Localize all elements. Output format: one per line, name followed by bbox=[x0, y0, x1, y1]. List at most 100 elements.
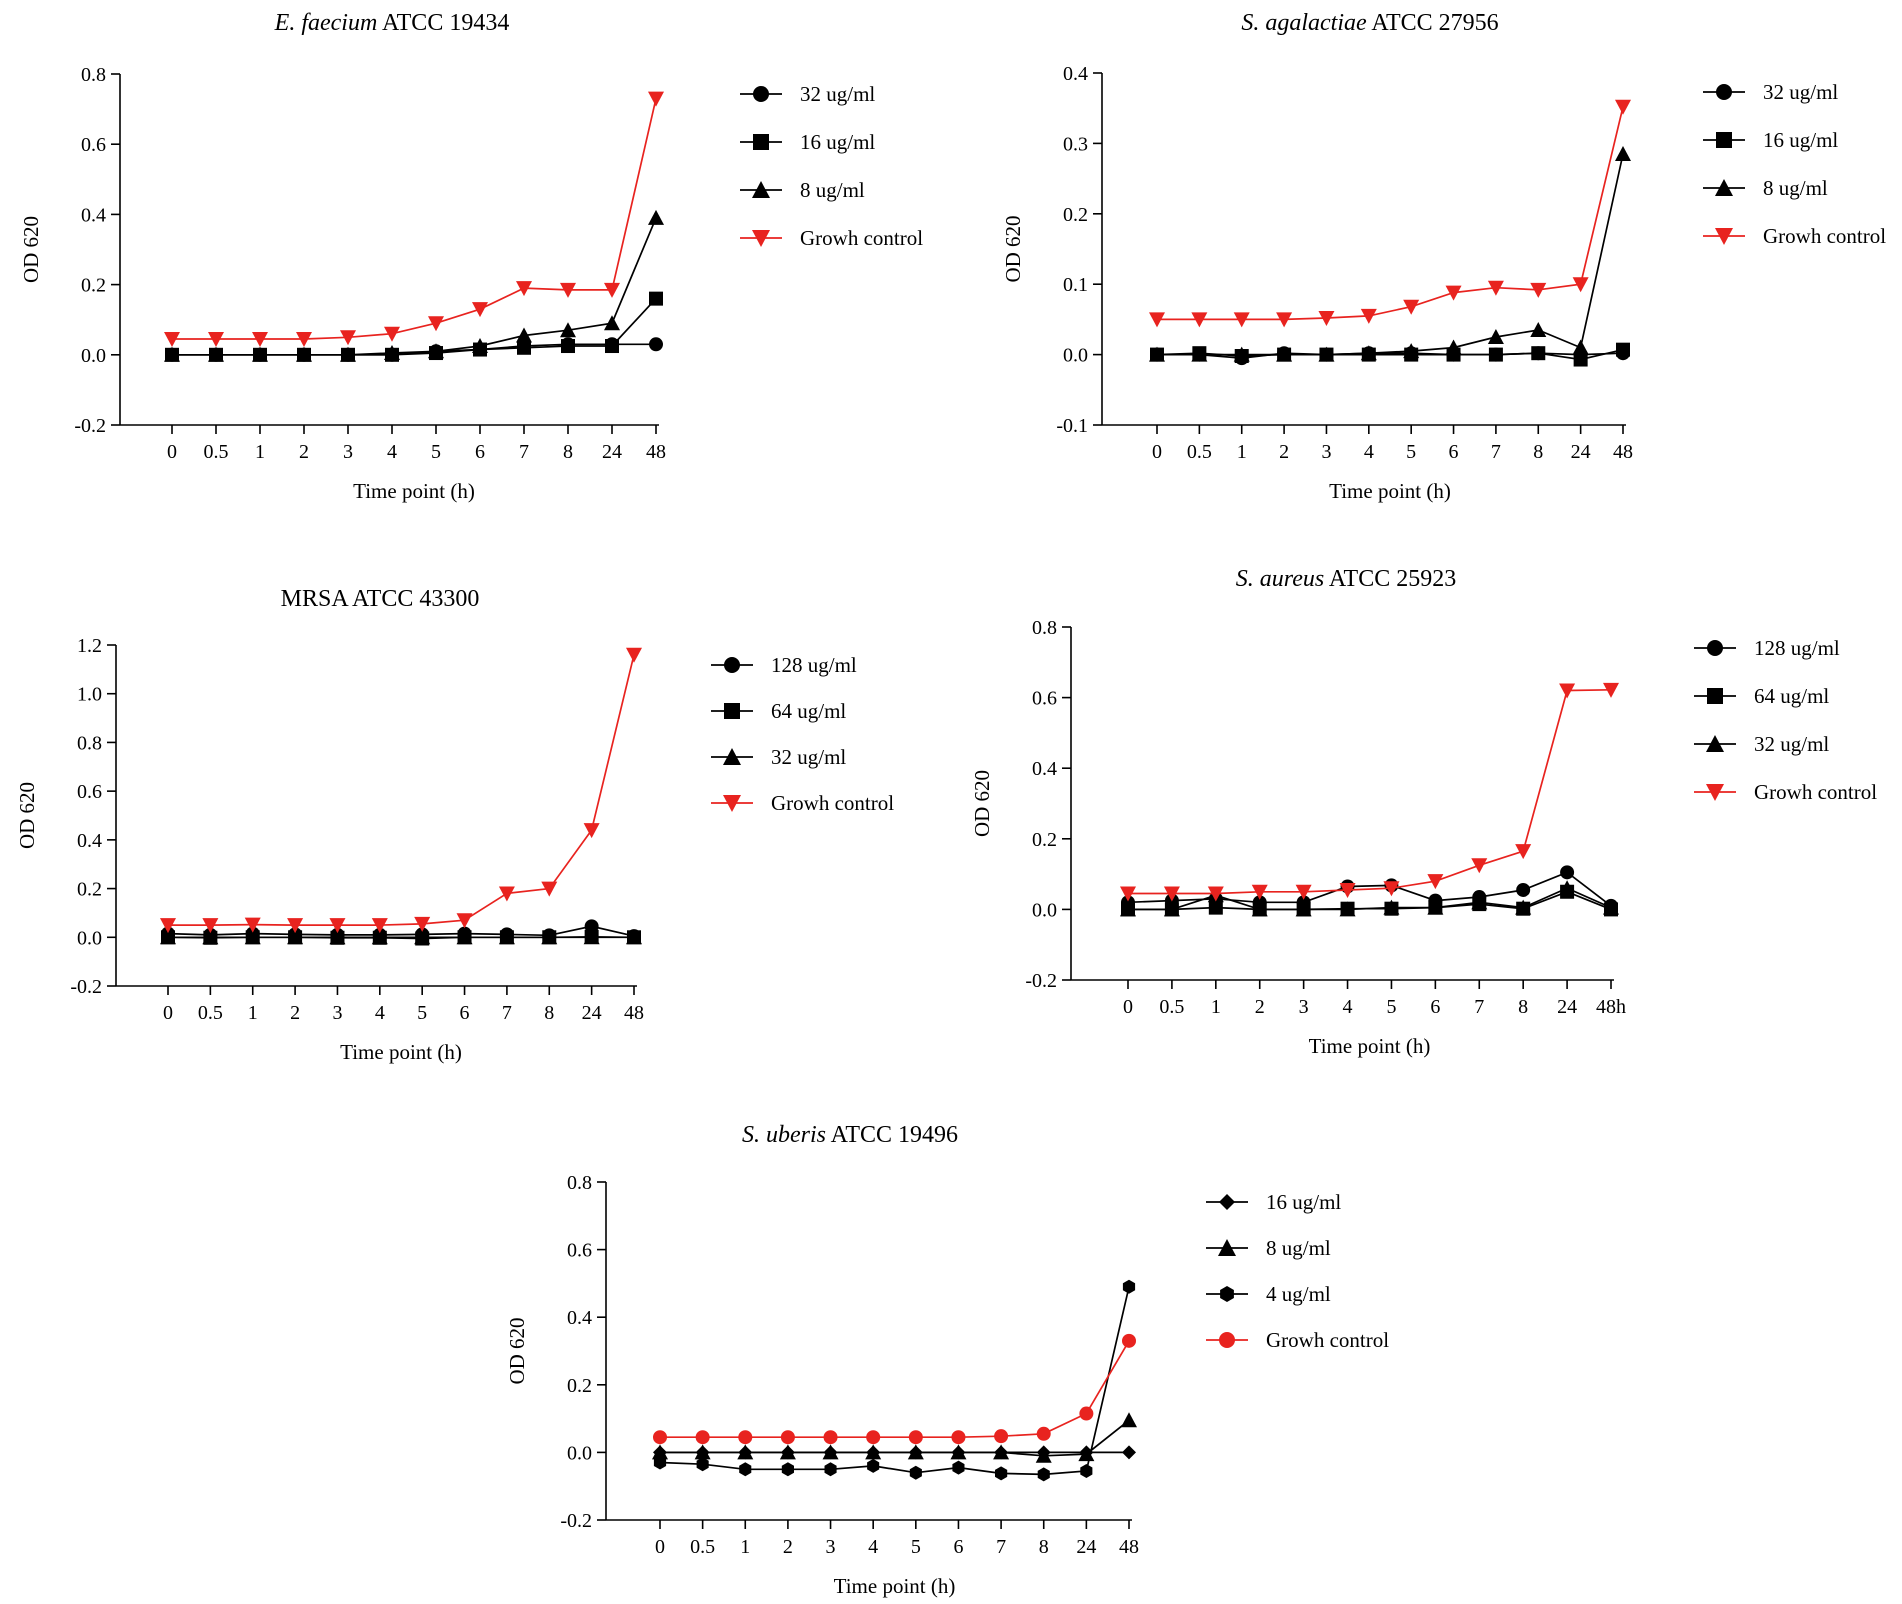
data-point bbox=[1120, 886, 1136, 902]
y-tick-label: 0.8 bbox=[81, 64, 106, 86]
data-point bbox=[208, 346, 224, 362]
data-point bbox=[1559, 683, 1576, 699]
x-tick-label: 0.5 bbox=[690, 1536, 715, 1558]
data-point bbox=[1121, 1412, 1137, 1428]
data-point bbox=[780, 1430, 795, 1445]
y-tick-label: 0.2 bbox=[1063, 204, 1088, 226]
y-tick-label: 0.4 bbox=[77, 830, 102, 852]
y-tick-label: 0.1 bbox=[1063, 274, 1088, 296]
data-point bbox=[649, 291, 663, 306]
legend-item: 16 ug/ml bbox=[1703, 128, 1838, 152]
y-tick-label: 0.0 bbox=[77, 927, 102, 949]
data-point bbox=[1616, 342, 1630, 357]
data-point bbox=[907, 1444, 924, 1460]
x-tick-label: 6 bbox=[460, 1002, 470, 1024]
data-point bbox=[1122, 1333, 1136, 1348]
y-axis-label: OD 620 bbox=[15, 782, 39, 849]
legend-label: 8 ug/ml bbox=[800, 178, 865, 202]
legend-item: 32 ug/ml bbox=[740, 82, 875, 106]
legend-marker bbox=[1716, 132, 1732, 148]
y-tick-label: 0.6 bbox=[1032, 688, 1057, 710]
x-tick-label: 2 bbox=[1279, 441, 1289, 463]
legend-marker bbox=[1707, 640, 1723, 656]
data-point bbox=[1360, 345, 1377, 361]
x-tick-label: 1 bbox=[1211, 996, 1221, 1018]
series-line bbox=[172, 98, 657, 340]
x-tick-label: 7 bbox=[519, 441, 529, 463]
chart-title-rest: ATCC 19434 bbox=[377, 10, 509, 36]
x-tick-label: 2 bbox=[299, 441, 309, 463]
x-tick-label: 8 bbox=[1039, 1536, 1049, 1558]
x-tick-label: 3 bbox=[826, 1536, 836, 1558]
data-point bbox=[1318, 310, 1335, 326]
data-point bbox=[1149, 312, 1165, 328]
data-point bbox=[653, 1430, 667, 1445]
y-tick-label: -0.2 bbox=[1025, 970, 1057, 992]
data-point bbox=[287, 929, 304, 945]
data-point bbox=[652, 1444, 668, 1460]
y-tick-label: -0.1 bbox=[1056, 415, 1088, 437]
data-point bbox=[560, 322, 576, 338]
data-point bbox=[604, 315, 620, 331]
x-axis-label: Time point (h) bbox=[353, 479, 475, 503]
data-point bbox=[995, 1466, 1008, 1481]
legend-item: Growh control bbox=[740, 226, 923, 250]
data-point bbox=[1276, 312, 1293, 328]
x-tick-label: 8 bbox=[563, 441, 573, 463]
y-tick-label: -0.2 bbox=[74, 415, 106, 437]
data-point bbox=[1427, 899, 1444, 915]
y-axis-label: OD 620 bbox=[970, 770, 994, 837]
data-point bbox=[737, 1444, 754, 1460]
x-tick-label: 1 bbox=[1237, 441, 1247, 463]
data-point bbox=[244, 917, 261, 933]
data-point bbox=[384, 326, 400, 342]
data-point bbox=[1122, 1445, 1136, 1460]
data-point bbox=[867, 1458, 880, 1473]
data-point bbox=[605, 339, 619, 354]
legend-item: 32 ug/ml bbox=[711, 745, 846, 769]
series-4 bbox=[160, 647, 642, 934]
x-tick-label: 48 bbox=[1119, 1536, 1139, 1558]
data-point bbox=[823, 1430, 838, 1445]
data-point bbox=[1163, 901, 1180, 917]
x-tick-label: 1 bbox=[740, 1536, 750, 1558]
legend-marker bbox=[1707, 688, 1723, 704]
legend-item: 16 ug/ml bbox=[740, 130, 875, 154]
data-point bbox=[1471, 858, 1488, 874]
x-tick-label: 3 bbox=[1299, 996, 1309, 1018]
y-tick-label: 0.8 bbox=[1032, 617, 1057, 639]
x-tick-label: 3 bbox=[343, 441, 353, 463]
data-point bbox=[604, 282, 620, 298]
data-point bbox=[1487, 280, 1504, 296]
x-tick-label: 48 bbox=[1613, 441, 1633, 463]
y-tick-label: 0.2 bbox=[77, 879, 102, 901]
x-tick-label: 0 bbox=[1152, 441, 1162, 463]
data-point bbox=[1531, 346, 1546, 361]
data-point bbox=[653, 1455, 667, 1470]
x-tick-label: 24 bbox=[1557, 996, 1577, 1018]
data-point bbox=[414, 929, 431, 945]
x-tick-label: 5 bbox=[1386, 996, 1396, 1018]
data-point bbox=[1080, 1464, 1093, 1478]
data-point bbox=[1251, 884, 1268, 900]
legend-item: Growh control bbox=[711, 791, 894, 815]
chart-1: E. faecium ATCC 19434 -0.2 0.0 0.2 0.4 0.6 0.8… bbox=[19, 10, 923, 503]
data-point bbox=[1122, 1279, 1136, 1294]
chart-title-rest: MRSA ATCC 43300 bbox=[281, 586, 480, 612]
series-4 bbox=[164, 91, 664, 348]
x-tick-label: 8 bbox=[1518, 996, 1528, 1018]
legend-item: 8 ug/ml bbox=[1703, 176, 1828, 200]
data-point bbox=[1318, 346, 1335, 362]
data-point bbox=[1036, 1426, 1051, 1441]
data-point bbox=[1035, 1447, 1052, 1463]
x-tick-label: 7 bbox=[1474, 996, 1484, 1018]
legend-label: 16 ug/ml bbox=[800, 130, 875, 154]
x-tick-label: 2 bbox=[783, 1536, 793, 1558]
chart-2: S. agalactiae ATCC 27956 -0.1 0.0 0.1 0.2 0.3… bbox=[1001, 10, 1886, 503]
data-point bbox=[1603, 899, 1619, 915]
x-tick-label: 0 bbox=[163, 1002, 173, 1024]
x-tick-label: 5 bbox=[1406, 441, 1416, 463]
legend-marker bbox=[752, 230, 770, 247]
series-line bbox=[1156, 348, 1624, 361]
data-point bbox=[428, 343, 444, 359]
